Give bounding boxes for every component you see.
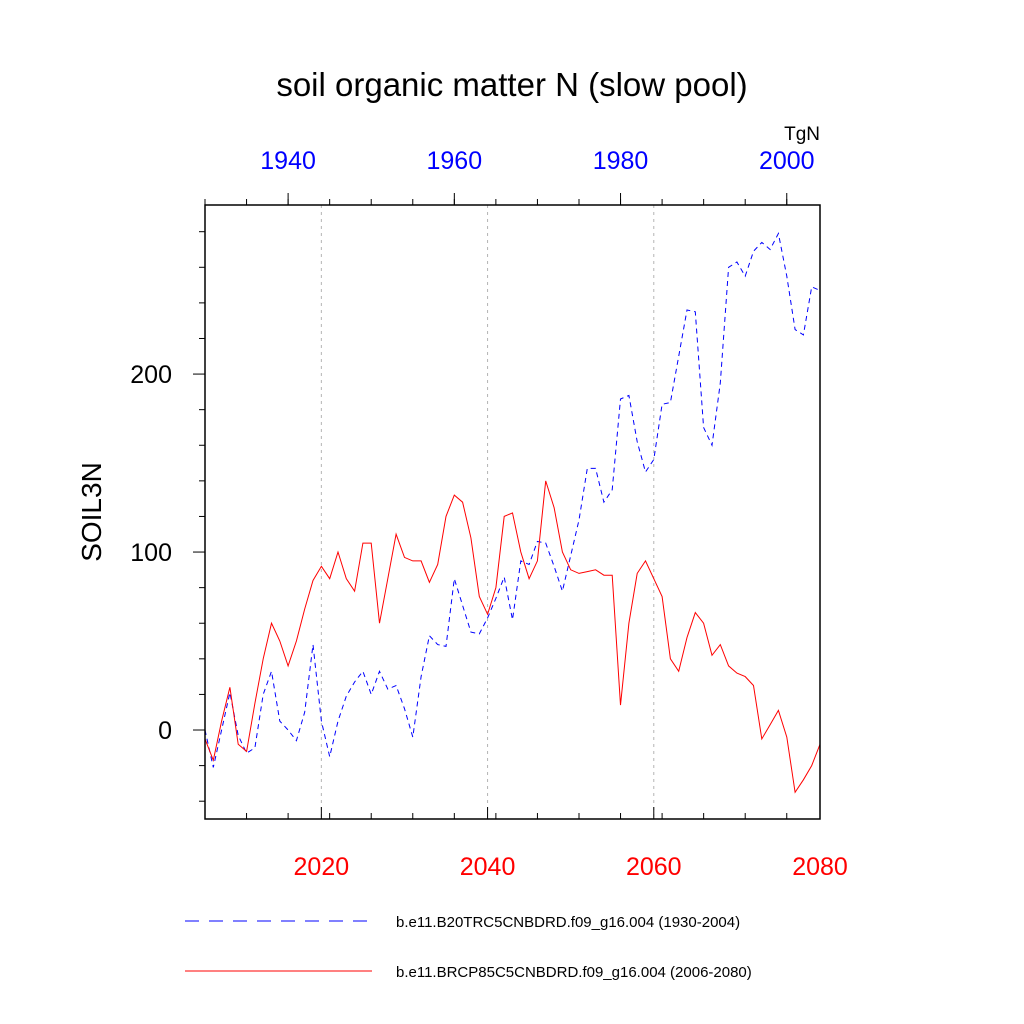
top-tick-label: 2000 <box>759 147 815 175</box>
bottom-tick-label: 2040 <box>460 853 516 881</box>
y-tick-label: 200 <box>130 361 172 389</box>
bottom-tick-label: 2080 <box>792 853 848 881</box>
legend-label-1: b.e11.B20TRC5CNBDRD.f09_g16.004 (1930-20… <box>396 914 740 931</box>
axis-ticks <box>193 193 821 819</box>
bottom-tick-label: 2060 <box>626 853 682 881</box>
bottom-tick-label: 2020 <box>294 853 350 881</box>
plot-frame <box>204 204 821 820</box>
series-line-2 <box>204 480 821 794</box>
top-tick-label: 1960 <box>427 147 483 175</box>
legend-label-2: b.e11.BRCP85C5CNBDRD.f09_g16.004 (2006-2… <box>396 964 752 981</box>
legend: b.e11.B20TRC5CNBDRD.f09_g16.004 (1930-20… <box>185 914 752 981</box>
y-axis-label: SOIL3N <box>76 462 107 562</box>
units-label: TgN <box>784 124 820 145</box>
top-tick-label: 1980 <box>593 147 649 175</box>
y-tick-label: 0 <box>158 717 172 745</box>
y-tick-label: 100 <box>130 539 172 567</box>
series-layer <box>204 232 821 794</box>
top-tick-label: 1940 <box>260 147 316 175</box>
vertical-gridlines <box>320 205 655 819</box>
chart-title: soil organic matter N (slow pool) <box>276 66 747 103</box>
series-line-1 <box>204 232 821 768</box>
axis-tick-labels: 2020 2040 2060 2080 1940 1960 1980 2000 0 100 200 <box>130 147 848 881</box>
